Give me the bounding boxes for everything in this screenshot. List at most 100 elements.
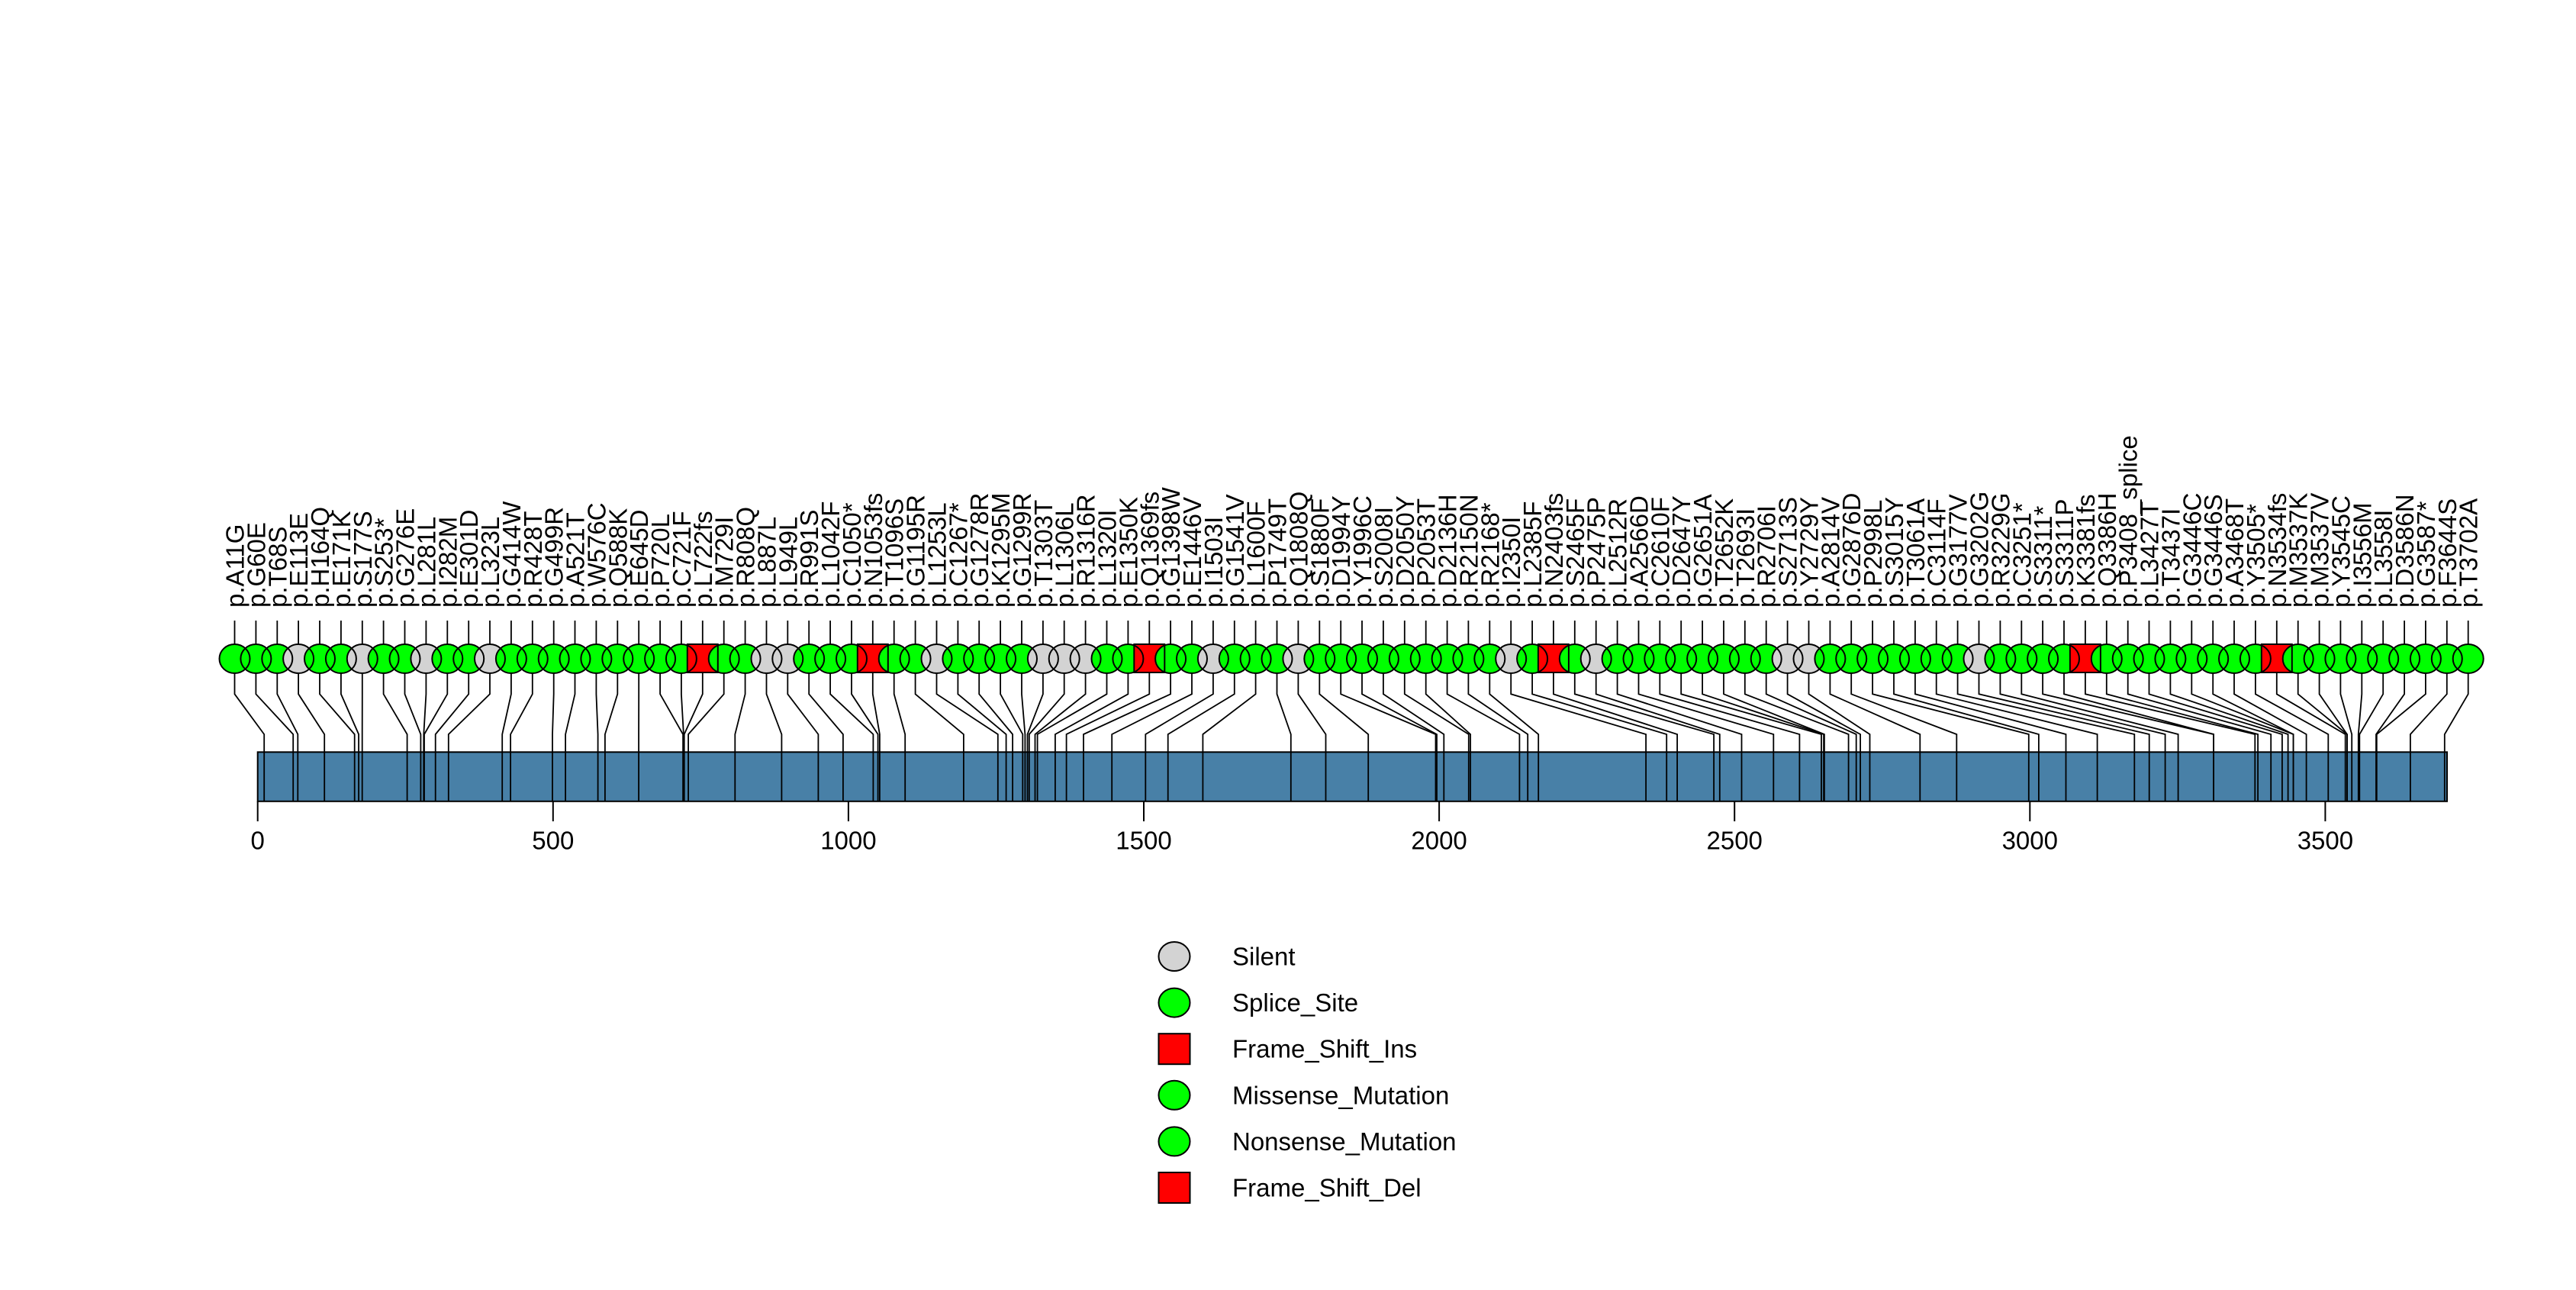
svg-text:p.C3114F: p.C3114F xyxy=(1923,499,1951,608)
svg-text:p.R428T: p.R428T xyxy=(519,511,547,608)
svg-text:p.T2693I: p.T2693I xyxy=(1731,508,1760,608)
svg-text:p.G1398W: p.G1398W xyxy=(1157,486,1185,608)
svg-text:p.I2350I: p.I2350I xyxy=(1497,517,1525,608)
svg-text:p.Y3505*: p.Y3505* xyxy=(2242,504,2270,608)
svg-text:1500: 1500 xyxy=(1116,827,1171,855)
svg-text:p.S2008I: p.S2008I xyxy=(1370,507,1398,608)
svg-text:p.F3644S: p.F3644S xyxy=(2433,498,2462,608)
svg-text:p.L1320I: p.L1320I xyxy=(1093,510,1122,608)
svg-text:p.G2651A: p.G2651A xyxy=(1689,494,1717,608)
svg-text:p.G3587*: p.G3587* xyxy=(2412,501,2440,608)
svg-text:p.R1316R: p.R1316R xyxy=(1072,494,1100,608)
svg-text:p.E645D: p.E645D xyxy=(625,510,653,608)
svg-text:p.N2403fs: p.N2403fs xyxy=(1540,493,1568,608)
svg-text:p.D2050Y: p.D2050Y xyxy=(1391,495,1419,608)
svg-text:p.S253*: p.S253* xyxy=(370,518,398,608)
svg-text:p.L887L: p.L887L xyxy=(753,517,781,608)
svg-text:p.W576C: p.W576C xyxy=(582,502,610,608)
svg-text:p.P2475P: p.P2475P xyxy=(1583,497,1611,608)
svg-text:p.I282M: p.I282M xyxy=(433,517,462,608)
svg-text:p.E171K: p.E171K xyxy=(327,511,356,608)
svg-text:p.G499R: p.G499R xyxy=(540,507,568,608)
svg-text:p.E1350K: p.E1350K xyxy=(1114,497,1142,608)
svg-text:p.G2876D: p.G2876D xyxy=(1837,493,1866,608)
svg-text:p.G3177V: p.G3177V xyxy=(1944,494,1972,608)
svg-text:2500: 2500 xyxy=(1706,827,1762,855)
svg-text:p.Y2729Y: p.Y2729Y xyxy=(1795,497,1824,608)
svg-text:p.A3468T: p.A3468T xyxy=(2220,498,2249,608)
svg-text:p.S3015Y: p.S3015Y xyxy=(1880,497,1908,608)
svg-text:1000: 1000 xyxy=(820,827,876,855)
svg-text:p.A11G: p.A11G xyxy=(221,524,250,608)
svg-text:p.L281L: p.L281L xyxy=(412,517,440,608)
svg-text:p.G3446S: p.G3446S xyxy=(2199,494,2227,608)
svg-text:p.A2566D: p.A2566D xyxy=(1625,495,1653,608)
svg-text:p.D2136H: p.D2136H xyxy=(1434,494,1462,608)
svg-text:p.L722fs: p.L722fs xyxy=(689,511,717,608)
svg-text:p.N1053fs: p.N1053fs xyxy=(859,493,887,608)
svg-text:p.L323L: p.L323L xyxy=(476,517,504,608)
svg-text:p.S3311*: p.S3311* xyxy=(2029,506,2057,608)
svg-text:p.D1994Y: p.D1994Y xyxy=(1327,495,1355,608)
svg-text:p.S2465F: p.S2465F xyxy=(1561,498,1589,608)
svg-text:Nonsense_Mutation: Nonsense_Mutation xyxy=(1232,1127,1457,1156)
svg-text:p.S177S: p.S177S xyxy=(349,511,377,608)
svg-text:p.G1195R: p.G1195R xyxy=(902,495,930,608)
svg-text:p.T2652K: p.T2652K xyxy=(1710,498,1738,608)
svg-text:p.L1600F: p.L1600F xyxy=(1242,501,1270,608)
svg-text:Frame_Shift_Del: Frame_Shift_Del xyxy=(1232,1174,1422,1202)
svg-text:p.E1446V: p.E1446V xyxy=(1178,497,1206,608)
svg-text:p.C2610F: p.C2610F xyxy=(1646,497,1674,608)
svg-text:p.R2706I: p.R2706I xyxy=(1753,505,1781,608)
svg-text:p.G1278R: p.G1278R xyxy=(965,493,993,608)
svg-text:p.R808Q: p.R808Q xyxy=(732,507,760,608)
svg-text:p.R991S: p.R991S xyxy=(795,510,823,608)
svg-text:Missense_Mutation: Missense_Mutation xyxy=(1232,1081,1449,1109)
svg-text:p.L3558I: p.L3558I xyxy=(2369,510,2397,608)
svg-text:p.S1880F: p.S1880F xyxy=(1306,498,1334,608)
svg-text:p.P3408_splice: p.P3408_splice xyxy=(2114,435,2143,608)
svg-text:Silent: Silent xyxy=(1232,943,1296,971)
svg-text:p.M3537K: p.M3537K xyxy=(2285,493,2313,608)
svg-text:p.L2385F: p.L2385F xyxy=(1518,501,1547,608)
svg-text:p.L1253L: p.L1253L xyxy=(923,502,952,608)
svg-text:p.Y3545C: p.Y3545C xyxy=(2326,495,2355,608)
svg-text:p.T3061A: p.T3061A xyxy=(1901,498,1930,608)
svg-text:p.S2713S: p.S2713S xyxy=(1774,497,1802,608)
svg-text:p.G60E: p.G60E xyxy=(242,522,270,608)
svg-text:p.T1096S: p.T1096S xyxy=(881,498,909,608)
svg-text:p.G414W: p.G414W xyxy=(497,501,526,608)
svg-text:p.Y1996C: p.Y1996C xyxy=(1348,495,1377,608)
svg-text:p.A2814V: p.A2814V xyxy=(1816,497,1844,608)
svg-text:p.C721F: p.C721F xyxy=(668,511,696,608)
svg-text:2000: 2000 xyxy=(1411,827,1467,855)
svg-text:p.Q1808Q: p.Q1808Q xyxy=(1284,492,1312,608)
svg-text:p.M729I: p.M729I xyxy=(710,517,739,608)
svg-text:p.Q1369fs: p.Q1369fs xyxy=(1135,492,1164,608)
svg-text:p.L3427T: p.L3427T xyxy=(2136,501,2164,608)
svg-text:p.P1749T: p.P1749T xyxy=(1264,498,1292,608)
svg-text:p.T3437I: p.T3437I xyxy=(2156,508,2185,608)
svg-text:p.L1306L: p.L1306L xyxy=(1051,502,1079,608)
svg-text:p.C1267*: p.C1267* xyxy=(944,502,972,608)
svg-text:3000: 3000 xyxy=(2002,827,2058,855)
svg-text:p.P2053T: p.P2053T xyxy=(1412,498,1441,608)
svg-text:p.L2512R: p.L2512R xyxy=(1604,498,1632,608)
svg-text:p.G1541V: p.G1541V xyxy=(1221,494,1249,608)
svg-text:p.D2647Y: p.D2647Y xyxy=(1667,495,1695,608)
svg-text:p.R2150N: p.R2150N xyxy=(1454,494,1483,608)
svg-text:p.K3381fs: p.K3381fs xyxy=(2072,494,2100,608)
svg-text:p.G276E: p.G276E xyxy=(391,508,420,608)
svg-text:p.L949L: p.L949L xyxy=(774,517,802,608)
svg-text:p.K1295M: p.K1295M xyxy=(987,493,1015,608)
svg-text:p.R3229G: p.R3229G xyxy=(1986,493,2014,608)
svg-text:500: 500 xyxy=(532,827,574,855)
svg-text:p.L1042F: p.L1042F xyxy=(816,501,845,608)
svg-text:0: 0 xyxy=(251,827,265,855)
svg-text:Frame_Shift_Ins: Frame_Shift_Ins xyxy=(1232,1035,1417,1063)
svg-text:p.N3534fs: p.N3534fs xyxy=(2263,493,2291,608)
svg-text:p.E113E: p.E113E xyxy=(285,513,313,608)
svg-text:p.S3311P: p.S3311P xyxy=(2050,498,2079,608)
svg-text:p.R2168*: p.R2168* xyxy=(1476,502,1504,608)
svg-text:p.Q588K: p.Q588K xyxy=(604,508,632,608)
